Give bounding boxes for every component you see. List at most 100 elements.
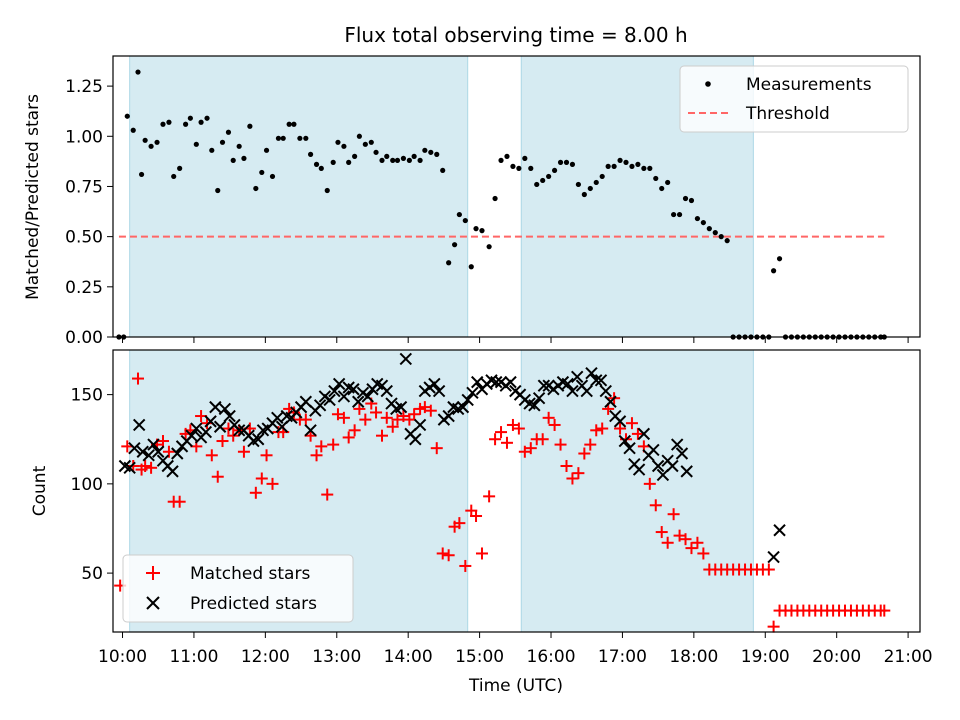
top-axes-frame — [112, 55, 921, 338]
measurement-point — [440, 167, 446, 174]
measurement-point — [706, 226, 712, 232]
predicted-star-mark — [767, 550, 780, 564]
predicted-star-point — [637, 427, 651, 441]
measurement-point — [468, 264, 474, 270]
measurement-point — [479, 228, 485, 234]
predicted-star-point — [147, 438, 160, 451]
predicted-star-point — [647, 443, 660, 457]
predicted-star-point — [590, 374, 603, 387]
predicted-star-point — [599, 384, 612, 398]
measurement-point — [492, 195, 498, 202]
predicted-star-mark — [342, 381, 355, 394]
top-legend-box — [679, 65, 909, 133]
matched-star-point — [697, 547, 710, 560]
predicted-star-mark — [490, 375, 503, 389]
legend-measurements-marker — [705, 81, 711, 87]
predicted-star-mark — [428, 377, 441, 391]
predicted-star-point — [623, 441, 636, 455]
x-tick-label: 12:00 — [241, 647, 290, 667]
top-y-ticks: 0.00 0.25 0.50 0.75 1.00 1.25 — [65, 77, 113, 348]
predicted-star-point — [394, 400, 408, 414]
matched-star-point — [222, 422, 235, 435]
predicted-star-point — [128, 441, 141, 455]
measurement-point — [160, 121, 166, 127]
measurement-point — [219, 139, 226, 145]
matched-star-point — [625, 417, 638, 430]
measurement-point — [557, 159, 564, 165]
predicted-star-mark — [632, 463, 646, 476]
predicted-star-point — [585, 366, 598, 380]
measurement-point — [770, 268, 777, 274]
matched-star-point — [359, 413, 372, 426]
matched-star-point — [554, 438, 567, 451]
measurement-point — [473, 226, 479, 232]
predicted-star-point — [252, 433, 265, 446]
measurement-point — [516, 165, 522, 171]
matched-star-point — [139, 460, 152, 473]
matched-star-point — [566, 472, 579, 485]
measurement-point — [563, 159, 570, 165]
predicted-star-point — [323, 393, 336, 407]
measurement-point — [682, 195, 689, 202]
matched-star-point — [489, 433, 502, 446]
predicted-star-mark — [670, 438, 684, 451]
measurement-point — [193, 141, 199, 147]
measurement-point — [504, 153, 510, 159]
matched-star-point — [342, 431, 355, 444]
predicted-star-mark — [432, 384, 446, 398]
measurement-point — [623, 159, 629, 165]
matched-star-point — [631, 427, 644, 440]
predicted-star-mark — [442, 409, 455, 423]
predicted-star-point — [409, 433, 422, 446]
matched-star-point — [548, 418, 561, 431]
predicted-star-mark — [171, 447, 184, 460]
predicted-star-point — [537, 379, 551, 392]
matched-star-point — [424, 404, 437, 417]
predicted-star-mark — [204, 415, 217, 428]
matched-star-point — [762, 563, 775, 576]
predicted-star-point — [651, 459, 665, 473]
predicted-star-point — [456, 400, 470, 414]
measurement-point — [641, 165, 647, 171]
x-tick-label: 18:00 — [669, 647, 718, 667]
predicted-star-mark — [123, 461, 136, 475]
matched-star-point — [255, 472, 268, 485]
predicted-star-mark — [142, 449, 155, 462]
predicted-star-mark — [209, 400, 222, 414]
predicted-star-point — [136, 445, 149, 458]
bottom-legend: Matched stars Predicted stars — [122, 554, 354, 623]
predicted-star-point — [471, 375, 484, 389]
matched-star-point — [408, 408, 421, 421]
predicted-star-point — [461, 393, 474, 407]
measurement-point — [605, 163, 611, 169]
predicted-star-point — [532, 391, 546, 405]
matched-star-point — [260, 449, 273, 462]
predicted-star-point — [190, 422, 203, 435]
matched-star-point — [131, 372, 144, 385]
measurement-point — [130, 127, 136, 133]
matched-star-point — [386, 420, 399, 433]
matched-star-point — [590, 424, 603, 437]
measurement-point — [187, 115, 193, 121]
predicted-star-mark — [647, 443, 660, 457]
predicted-star-point — [528, 399, 541, 412]
predicted-star-point — [232, 424, 246, 437]
measurement-point — [676, 211, 683, 218]
matched-star-point — [453, 517, 466, 530]
matched-star-point — [470, 509, 483, 522]
predicted-star-mark — [332, 377, 346, 391]
predicted-star-mark — [523, 397, 536, 410]
x-tick-label: 15:00 — [455, 647, 504, 667]
matched-stars-points — [114, 372, 891, 633]
y-tick-label: 50 — [81, 564, 103, 584]
predicted-star-point — [166, 465, 179, 478]
predicted-star-point — [399, 352, 413, 366]
legend-threshold-label: Threshold — [745, 104, 830, 124]
measurement-point — [718, 234, 724, 240]
matched-star-point — [348, 424, 361, 437]
predicted-star-point — [132, 418, 146, 432]
matched-star-point — [542, 411, 555, 424]
measurement-point — [166, 119, 172, 125]
measurement-point — [259, 169, 265, 176]
